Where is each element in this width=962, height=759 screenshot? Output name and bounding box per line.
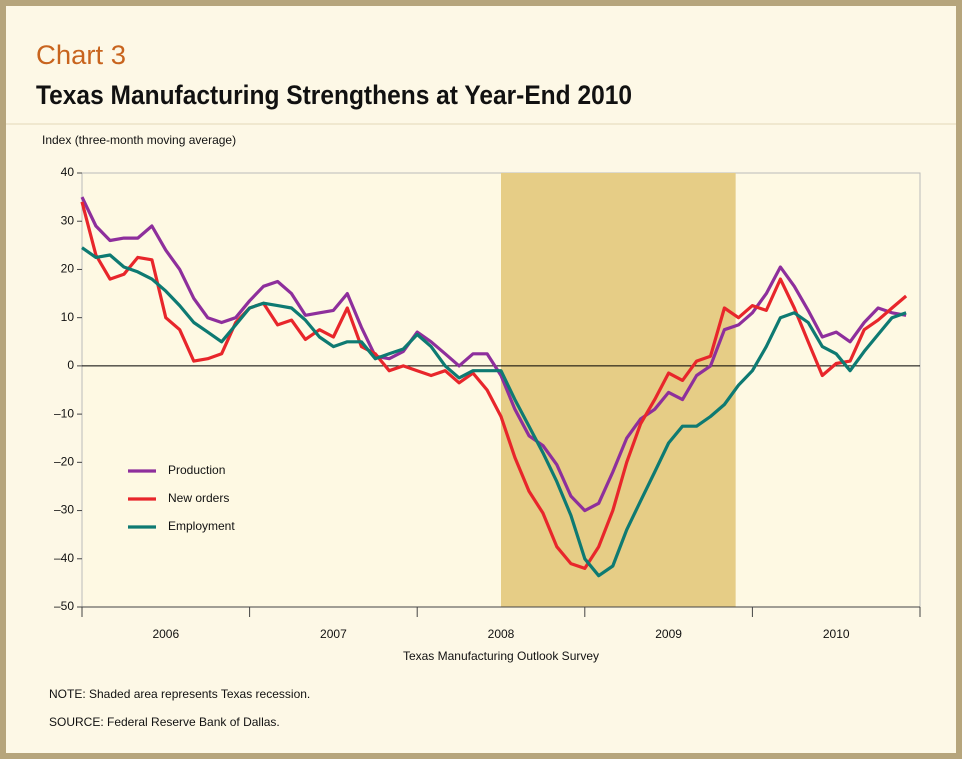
x-tick-label: 2010 [823, 627, 850, 641]
chart-title: Texas Manufacturing Strengthens at Year-… [36, 80, 632, 110]
y-tick-label: 30 [61, 213, 75, 227]
series-line [80, 196, 907, 513]
chart-label: Chart 3 [36, 40, 126, 70]
y-tick-label: –50 [54, 599, 74, 613]
y-tick-label: –10 [54, 406, 74, 420]
y-axis-title: Index (three-month moving average) [42, 133, 236, 147]
recession-shade [501, 173, 736, 607]
y-tick-label: 10 [61, 310, 75, 324]
x-tick-label: 2006 [152, 627, 179, 641]
series-line [81, 246, 907, 578]
source: SOURCE: Federal Reserve Bank of Dallas. [49, 715, 280, 729]
x-axis-title: Texas Manufacturing Outlook Survey [403, 649, 599, 663]
legend-label: New orders [168, 491, 229, 505]
series-line [80, 201, 908, 570]
x-tick-label: 2007 [320, 627, 347, 641]
y-tick-label: 40 [61, 165, 75, 179]
note: NOTE: Shaded area represents Texas reces… [49, 687, 310, 701]
legend-label: Employment [168, 519, 235, 533]
y-tick-label: –20 [54, 455, 74, 469]
y-tick-label: –30 [54, 503, 74, 517]
y-tick-label: –40 [54, 551, 74, 565]
x-tick-label: 2008 [488, 627, 515, 641]
y-tick-label: 0 [67, 358, 74, 372]
legend-label: Production [168, 463, 225, 477]
x-tick-label: 2009 [655, 627, 682, 641]
y-tick-label: 20 [61, 262, 75, 276]
